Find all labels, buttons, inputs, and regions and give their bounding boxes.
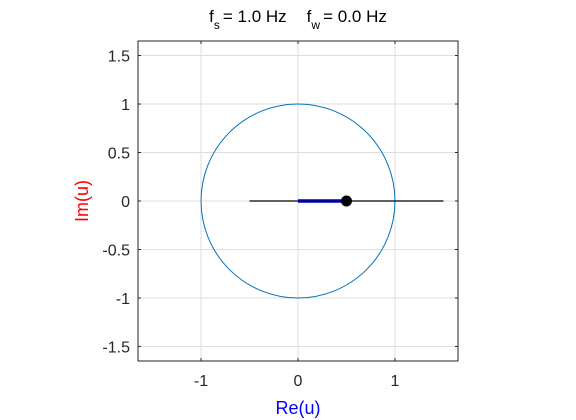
title-fw-subscript: w — [310, 18, 320, 32]
y-axis-label: Im(u) — [72, 180, 92, 222]
y-tick-label: 1.5 — [108, 49, 130, 66]
title-fs-subscript: s — [214, 18, 220, 32]
x-axis-label: Re(u) — [275, 398, 320, 418]
x-tick-label: 1 — [391, 373, 400, 390]
y-tick-label: 1 — [121, 97, 130, 114]
title-fs-value: = 1.0 Hz — [223, 7, 287, 26]
x-tick-label: 0 — [294, 373, 303, 390]
x-tick-label: -1 — [194, 373, 208, 390]
phasor-point — [340, 195, 352, 207]
axis-ticks: -1 0 1 1.5 1 0.5 0 -0.5 -1 -1.5 — [102, 41, 458, 390]
y-tick-label: 0.5 — [108, 146, 130, 163]
chart-title: fs = 1.0 Hz fw = 0.0 Hz — [209, 7, 387, 32]
y-tick-label: -0.5 — [102, 242, 130, 259]
y-tick-label: 0 — [121, 194, 130, 211]
y-tick-label: -1.5 — [102, 339, 130, 356]
title-fw-value: = 0.0 Hz — [323, 7, 387, 26]
plot-area — [200, 103, 444, 299]
y-tick-label: -1 — [116, 291, 130, 308]
title-fw-symbol: f — [307, 7, 312, 26]
title-fs-symbol: f — [209, 7, 214, 26]
